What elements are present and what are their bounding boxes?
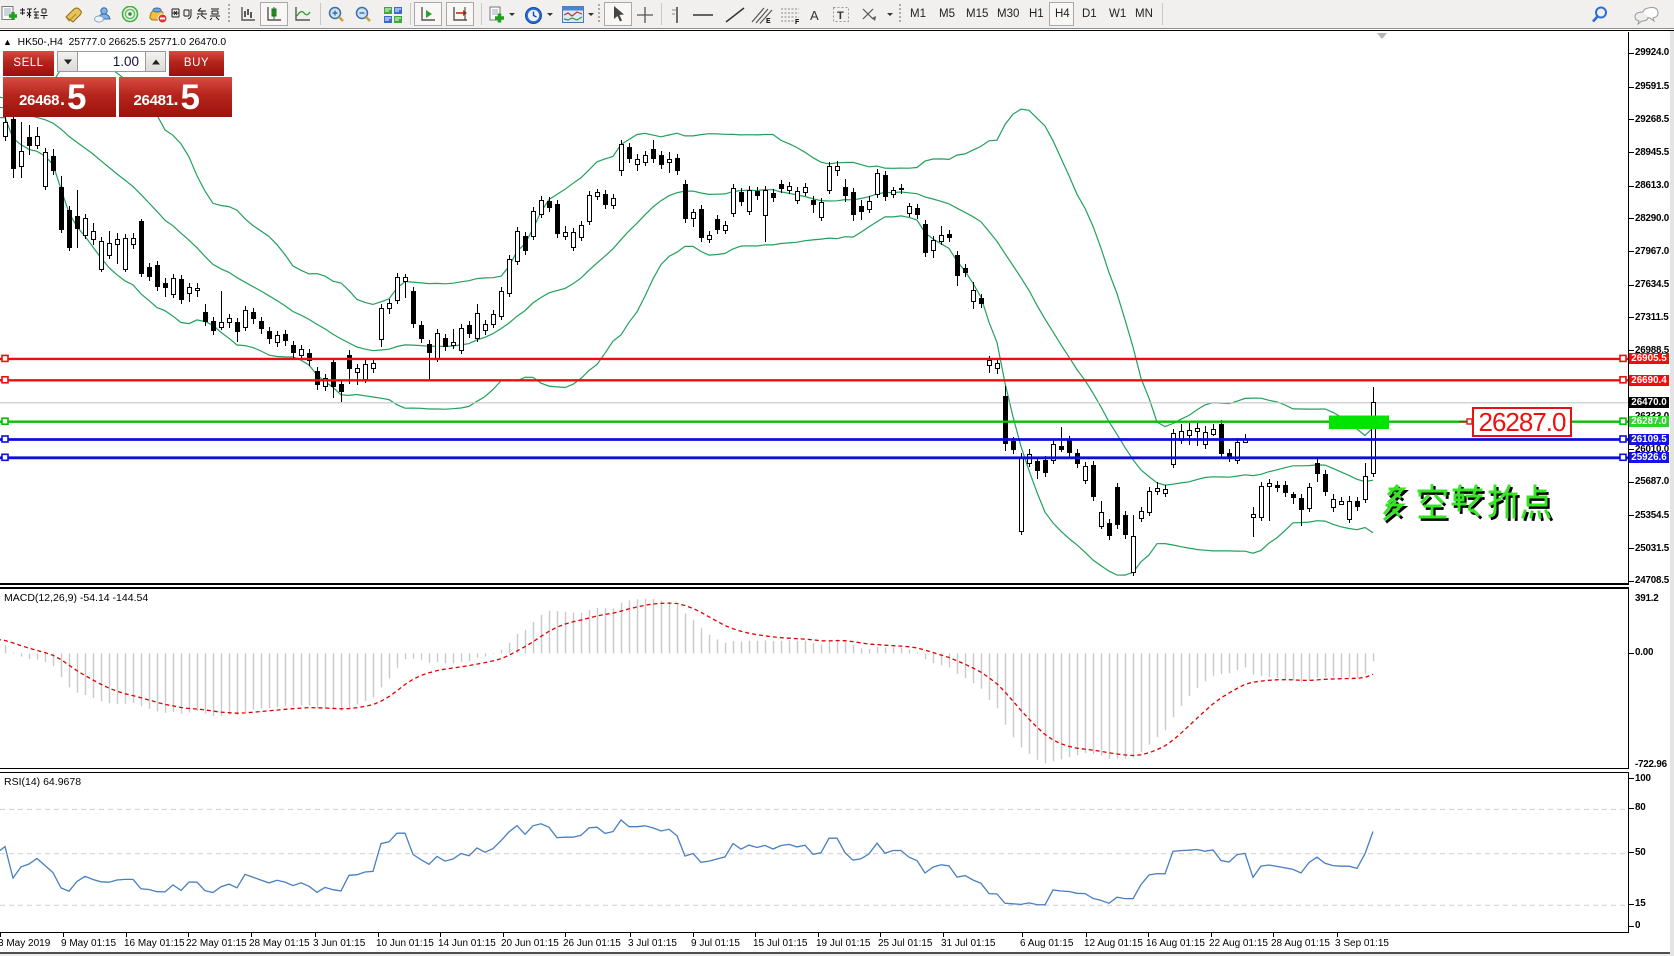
svg-text:F: F bbox=[795, 19, 800, 24]
svg-text:T: T bbox=[837, 10, 844, 22]
svg-text:E: E bbox=[766, 18, 771, 24]
